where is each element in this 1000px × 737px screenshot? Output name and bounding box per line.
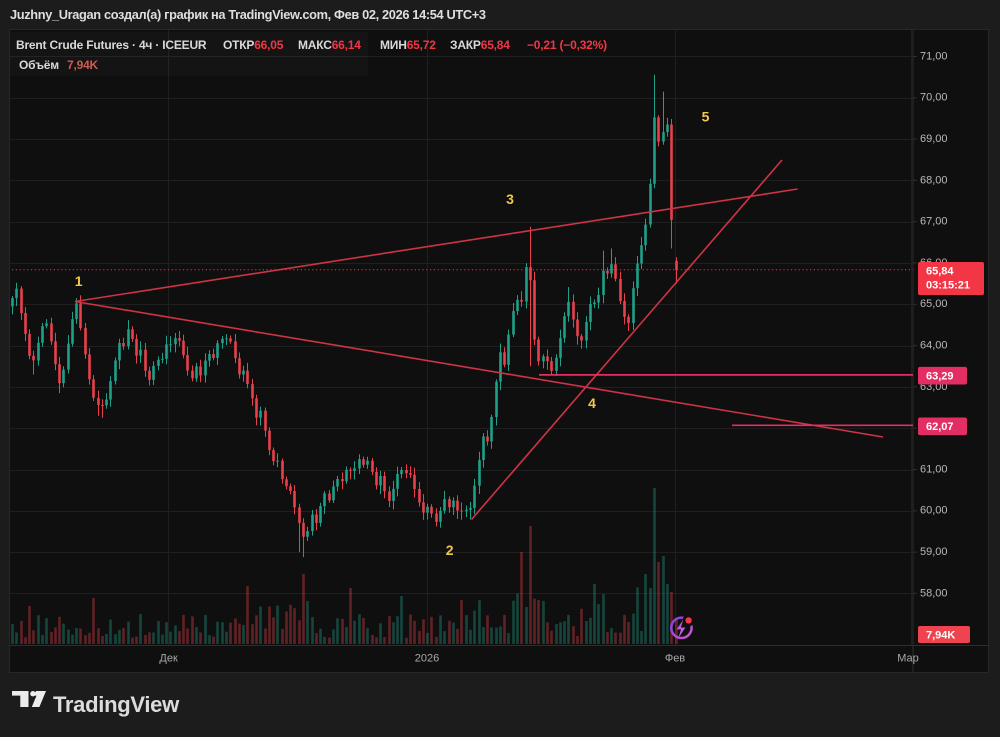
svg-text:71,00: 71,00 <box>920 50 948 62</box>
svg-text:58,00: 58,00 <box>920 587 948 599</box>
svg-text:МАКС66,14: МАКС66,14 <box>298 38 361 52</box>
svg-text:3: 3 <box>506 191 514 207</box>
svg-text:70,00: 70,00 <box>920 92 948 104</box>
svg-text:Мар: Мар <box>897 653 919 665</box>
svg-text:2: 2 <box>446 542 454 558</box>
svg-text:60,00: 60,00 <box>920 505 948 517</box>
svg-text:7,94K: 7,94K <box>926 629 955 641</box>
svg-text:59,00: 59,00 <box>920 546 948 558</box>
svg-text:2026: 2026 <box>415 653 439 665</box>
svg-text:68,00: 68,00 <box>920 174 948 186</box>
svg-text:−0,21 (−0,32%): −0,21 (−0,32%) <box>527 38 607 52</box>
svg-text:03:15:21: 03:15:21 <box>926 279 970 291</box>
svg-text:Дек: Дек <box>159 653 178 665</box>
svg-text:69,00: 69,00 <box>920 133 948 145</box>
svg-text:5: 5 <box>702 108 710 124</box>
svg-text:ЗАКР65,84: ЗАКР65,84 <box>450 38 510 52</box>
svg-text:МИН65,72: МИН65,72 <box>380 38 436 52</box>
svg-text:7,94K: 7,94K <box>67 58 99 72</box>
svg-text:Brent Crude Futures · 4ч · ICE: Brent Crude Futures · 4ч · ICEEUR <box>16 38 207 52</box>
svg-text:61,00: 61,00 <box>920 463 948 475</box>
svg-text:62,07: 62,07 <box>926 421 954 433</box>
svg-text:64,00: 64,00 <box>920 340 948 352</box>
svg-text:4: 4 <box>588 395 596 411</box>
svg-text:65,00: 65,00 <box>920 298 948 310</box>
svg-text:1: 1 <box>75 273 83 289</box>
svg-text:65,84: 65,84 <box>926 266 954 278</box>
svg-text:ОТКР66,05: ОТКР66,05 <box>223 38 284 52</box>
svg-text:Объём: Объём <box>19 58 59 72</box>
svg-text:63,29: 63,29 <box>926 371 954 383</box>
svg-text:67,00: 67,00 <box>920 216 948 228</box>
svg-text:Фев: Фев <box>665 653 685 665</box>
